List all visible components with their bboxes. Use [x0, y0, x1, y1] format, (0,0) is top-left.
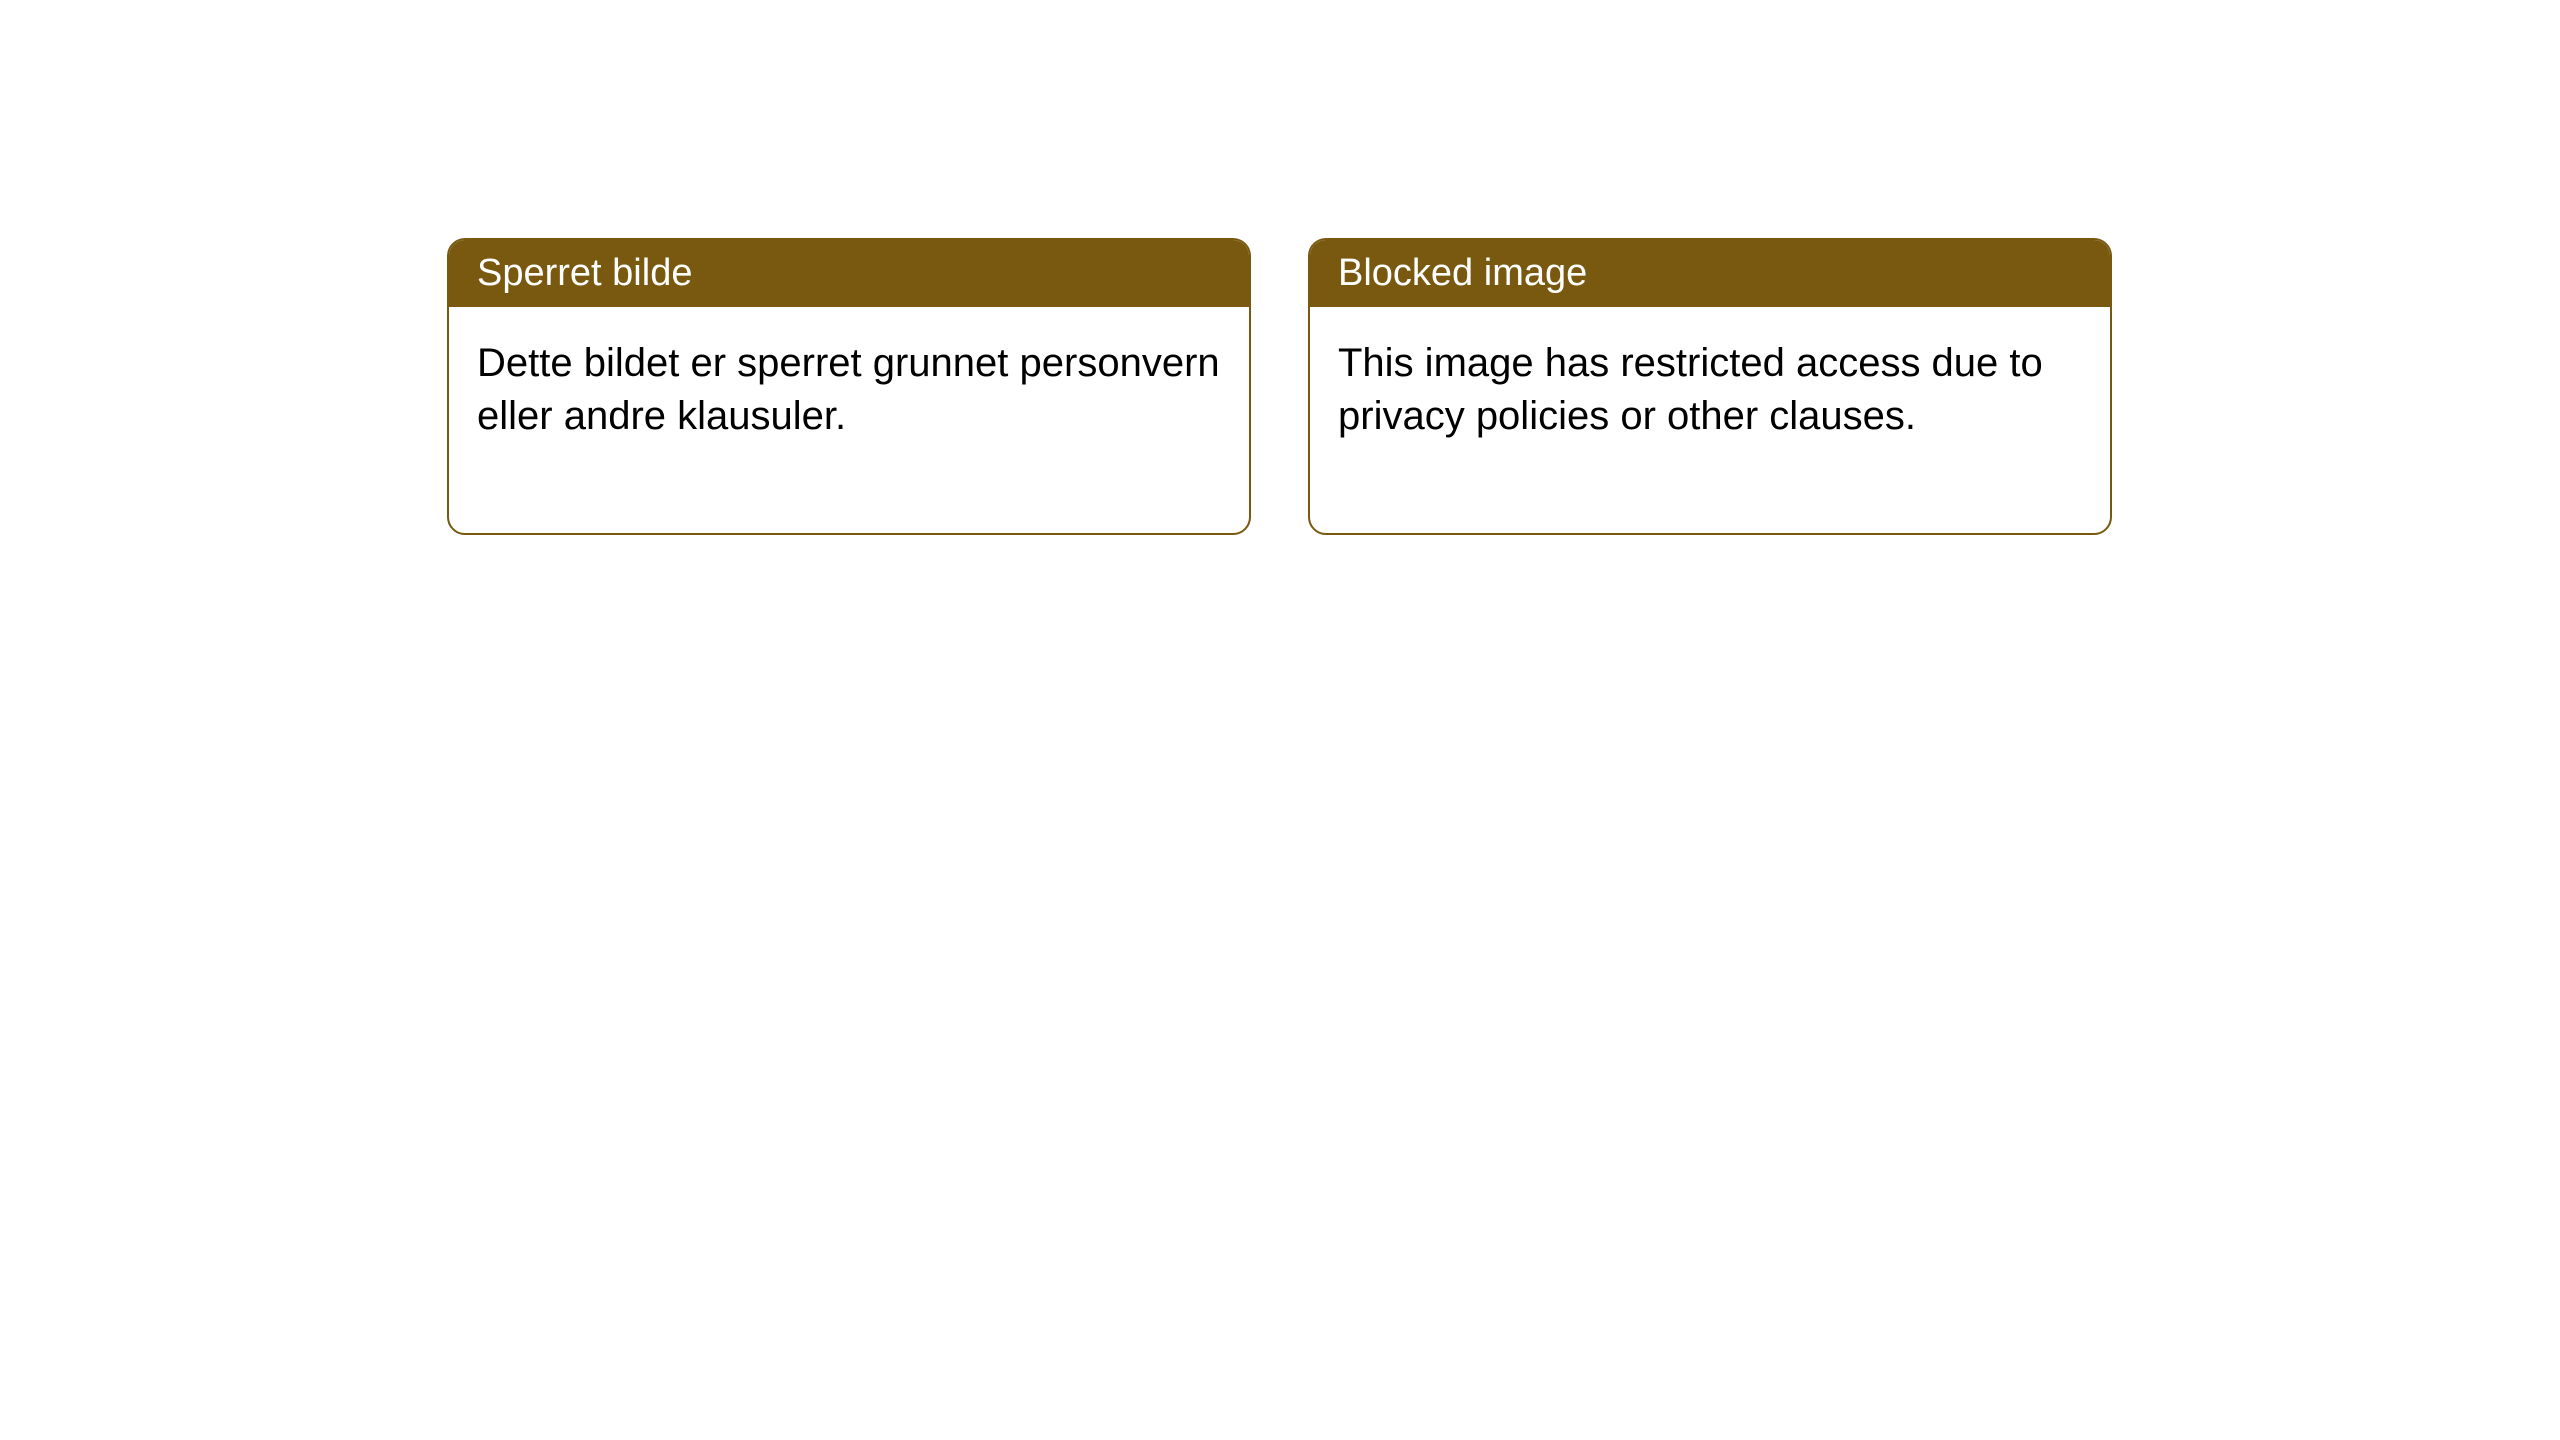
notice-body: Dette bildet er sperret grunnet personve…: [449, 307, 1249, 533]
notice-body: This image has restricted access due to …: [1310, 307, 2110, 533]
notice-card-norwegian: Sperret bilde Dette bildet er sperret gr…: [447, 238, 1251, 535]
notice-header: Blocked image: [1310, 240, 2110, 307]
notice-container: Sperret bilde Dette bildet er sperret gr…: [447, 238, 2112, 535]
notice-header: Sperret bilde: [449, 240, 1249, 307]
notice-card-english: Blocked image This image has restricted …: [1308, 238, 2112, 535]
